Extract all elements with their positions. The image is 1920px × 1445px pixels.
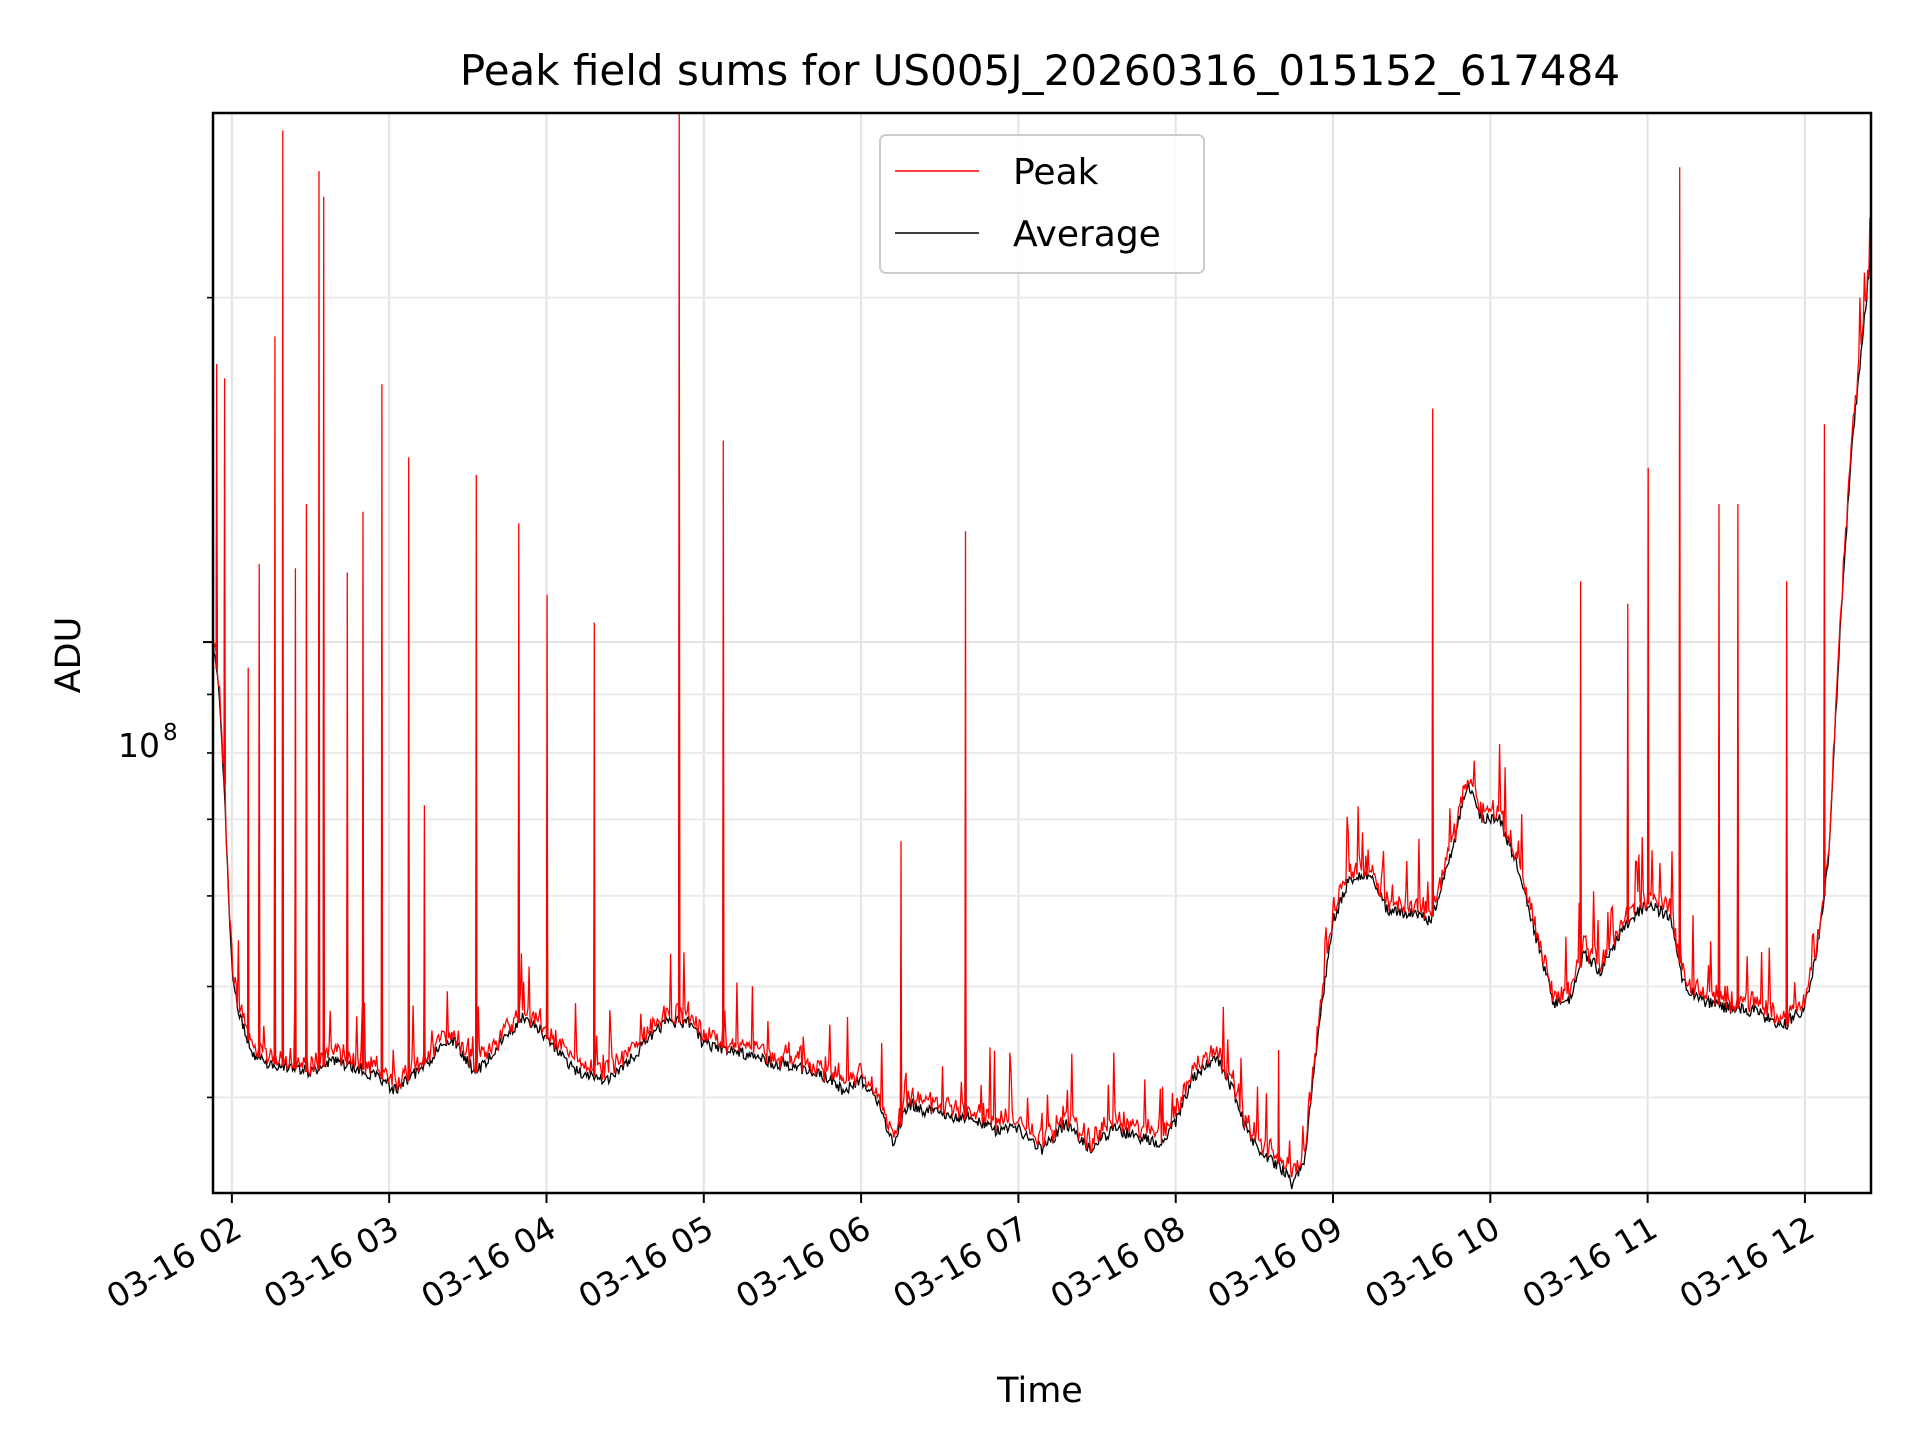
legend: Peak Average bbox=[879, 134, 1205, 274]
chart-title: Peak field sums for US005J_20260316_0151… bbox=[460, 46, 1620, 95]
legend-average-label: Average bbox=[1013, 214, 1161, 255]
y-tick-exponent: 8 bbox=[163, 720, 178, 746]
legend-peak-label: Peak bbox=[1013, 152, 1099, 193]
y-axis-label: ADU bbox=[49, 617, 89, 694]
x-axis-label: Time bbox=[996, 1371, 1083, 1411]
y-tick-base: 10 bbox=[118, 726, 160, 765]
y-tick-label-1e8: 10 8 bbox=[118, 720, 178, 765]
peak-series bbox=[213, 113, 1871, 1178]
plot-frame bbox=[211, 111, 1873, 1195]
legend-box bbox=[879, 134, 1205, 274]
peak-line bbox=[213, 113, 1871, 1178]
